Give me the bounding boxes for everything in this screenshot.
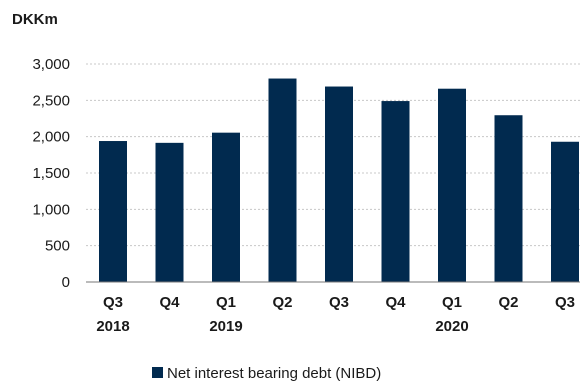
y-tick-label: 500 <box>45 238 70 255</box>
x-tick-year: 2019 <box>209 318 242 335</box>
bar <box>212 132 240 282</box>
x-tick-quarter: Q3 <box>555 294 575 311</box>
y-tick-label: 0 <box>62 274 70 291</box>
y-tick-label: 3,000 <box>32 56 70 73</box>
y-tick-label: 1,500 <box>32 165 70 182</box>
x-axis-ticks: Q3 2018 Q4 Q1 2019 Q2 Q3 Q4 Q1 2020 Q2 Q3 <box>96 294 575 335</box>
bar <box>438 88 466 282</box>
x-tick-quarter: Q1 <box>442 294 462 311</box>
bar <box>268 78 297 283</box>
x-tick-year: 2020 <box>435 318 468 335</box>
y-unit-label: DKKm <box>12 11 58 28</box>
y-tick-label: 2,000 <box>32 129 70 146</box>
x-tick-quarter: Q3 <box>103 294 123 311</box>
x-tick-quarter: Q4 <box>385 294 406 311</box>
legend: Net interest bearing debt (NIBD) <box>152 365 381 381</box>
x-tick-quarter: Q2 <box>272 294 292 311</box>
legend-label: Net interest bearing debt (NIBD) <box>167 365 381 381</box>
bar <box>494 115 523 282</box>
bars <box>99 78 579 283</box>
x-tick-quarter: Q4 <box>159 294 180 311</box>
y-axis-ticks: 0 500 1,000 1,500 2,000 2,500 3,000 <box>32 56 70 291</box>
x-tick-quarter: Q2 <box>498 294 518 311</box>
x-tick-quarter: Q3 <box>329 294 349 311</box>
bar <box>325 86 353 282</box>
legend-swatch <box>152 367 163 378</box>
y-tick-label: 1,000 <box>32 201 70 218</box>
bar <box>551 141 579 282</box>
y-tick-label: 2,500 <box>32 92 70 109</box>
bar <box>381 101 410 282</box>
bar <box>155 142 184 282</box>
x-tick-quarter: Q1 <box>216 294 236 311</box>
x-tick-year: 2018 <box>96 318 129 335</box>
bar <box>99 141 127 282</box>
